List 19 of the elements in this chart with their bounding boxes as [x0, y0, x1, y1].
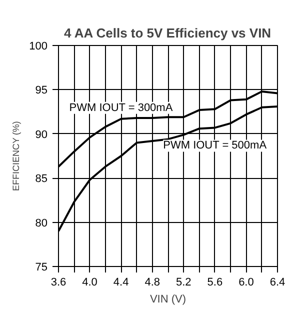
x-tick-label: 4.0 [82, 276, 98, 288]
chart-title: 4 AA Cells to 5V Efficiency vs VIN [64, 26, 272, 40]
x-tick-label: 5.2 [176, 276, 192, 288]
series-label: PWM IOUT = 300mA [69, 102, 174, 114]
y-tick-label: 95 [35, 84, 48, 97]
x-tick-label: 4.8 [144, 276, 160, 288]
x-tick-label: 3.6 [50, 276, 66, 288]
y-tick-label: 90 [35, 128, 48, 141]
series-label: PWM IOUT = 500mA [163, 140, 268, 152]
y-axis-title: EFFICIENCY (%) [11, 121, 22, 191]
x-axis-title: VIN (V) [150, 294, 186, 306]
y-tick-label: 85 [35, 173, 48, 186]
x-tick-label: 6.0 [238, 276, 254, 288]
x-tick-label: 5.6 [207, 276, 223, 288]
x-tick-label: 4.4 [113, 276, 129, 288]
y-tick-label: 100 [29, 40, 48, 52]
x-tick-label: 6.4 [270, 276, 286, 288]
y-tick-label: 75 [35, 262, 48, 274]
y-tick-label: 80 [35, 217, 48, 230]
